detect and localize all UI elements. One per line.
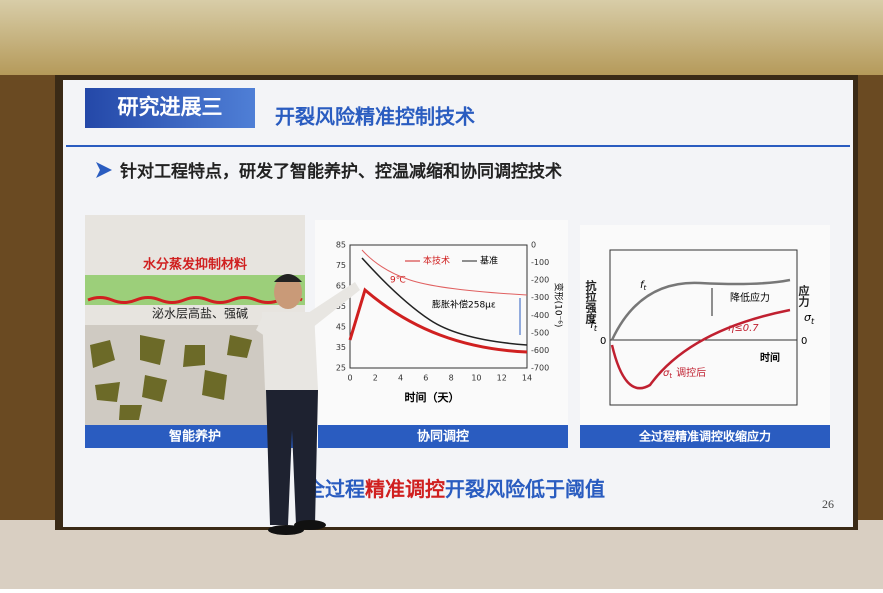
- y-tick-label: 85: [336, 241, 346, 250]
- legend: 基准: [480, 255, 498, 267]
- y-tick-label: 55: [336, 302, 346, 311]
- legend: 本技术: [423, 255, 450, 267]
- x-tick-label: 4: [398, 374, 403, 383]
- x-tick-label: 2: [373, 374, 378, 383]
- y-tick-label: -700: [531, 364, 549, 373]
- curve: [361, 249, 528, 296]
- panel: [580, 225, 830, 448]
- curve: [361, 257, 528, 346]
- y-tick-label: 45: [336, 323, 346, 332]
- annotation: 9℃: [390, 276, 406, 286]
- presenter: [256, 274, 360, 535]
- layer-label: 泌水层高盐、强碱: [152, 306, 248, 321]
- symbol: ft: [590, 318, 598, 333]
- y-label: 抗拉强度: [584, 279, 597, 325]
- slide-title: 开裂风险精准控制技术: [275, 105, 475, 129]
- layer-label: 水分蒸发抑制材料: [143, 257, 247, 273]
- bullet: [96, 162, 112, 178]
- curve: [348, 287, 528, 354]
- y-tick-label: 65: [336, 282, 346, 291]
- plot-frame: [609, 249, 798, 406]
- caption-bar: [580, 425, 830, 448]
- aggregates: [90, 335, 252, 420]
- y-tick-label: 0: [531, 241, 536, 250]
- stage-floor: [0, 520, 883, 589]
- y-tick-label: 75: [336, 261, 346, 270]
- caption-bar: [85, 425, 305, 448]
- curve-label: σt 调控后: [663, 366, 706, 380]
- caption: 智能养护: [169, 429, 221, 445]
- x-tick-label: 14: [522, 374, 532, 383]
- film: [87, 296, 303, 304]
- curve: [610, 278, 791, 341]
- y-tick-label: -200: [531, 276, 549, 285]
- annotation: η≤0.7: [728, 323, 759, 334]
- x-tick-label: 8: [449, 374, 454, 383]
- x-tick-label: 6: [423, 374, 428, 383]
- y-tick-label: 35: [336, 343, 346, 352]
- x-label: 时间（天）: [405, 390, 460, 404]
- section: 研究进展三: [118, 95, 223, 119]
- y-tick-label: -400: [531, 311, 549, 320]
- zero: 0: [600, 336, 606, 347]
- x-label: 时间: [760, 351, 780, 364]
- zero: 0: [801, 336, 807, 347]
- y-label: 应力: [797, 284, 810, 308]
- x-tick-label: 0: [347, 374, 352, 383]
- conclusion: 全过程精准调控开裂风险低于阈值: [304, 477, 605, 501]
- x-tick-label: 10: [471, 374, 481, 383]
- y-tick-label: -600: [531, 346, 549, 355]
- y-tick-label: -300: [531, 293, 549, 302]
- curve: [610, 308, 791, 390]
- ceiling: [0, 0, 883, 75]
- caption: 全过程精准调控收缩应力: [638, 429, 771, 444]
- y-tick-label: -100: [531, 258, 549, 267]
- y-label: 变形(10⁻⁶): [553, 283, 565, 328]
- curve-label: ft: [640, 280, 647, 292]
- section-box: [85, 88, 255, 128]
- page-number: 26: [822, 497, 834, 511]
- plot-frame: [349, 244, 528, 369]
- caption-bar: [318, 425, 568, 448]
- caption: 协同调控: [417, 429, 469, 445]
- annotation: 膨胀补偿258με: [432, 299, 496, 311]
- annotation: 降低应力: [730, 291, 770, 304]
- material-layer: [85, 275, 305, 305]
- symbol: σt: [804, 311, 815, 326]
- y-tick-label: 25: [336, 364, 346, 373]
- y-tick-label: -500: [531, 328, 549, 337]
- x-tick-label: 12: [497, 374, 507, 383]
- subtitle: 针对工程特点，研发了智能养护、控温减缩和协同调控技术: [120, 161, 562, 182]
